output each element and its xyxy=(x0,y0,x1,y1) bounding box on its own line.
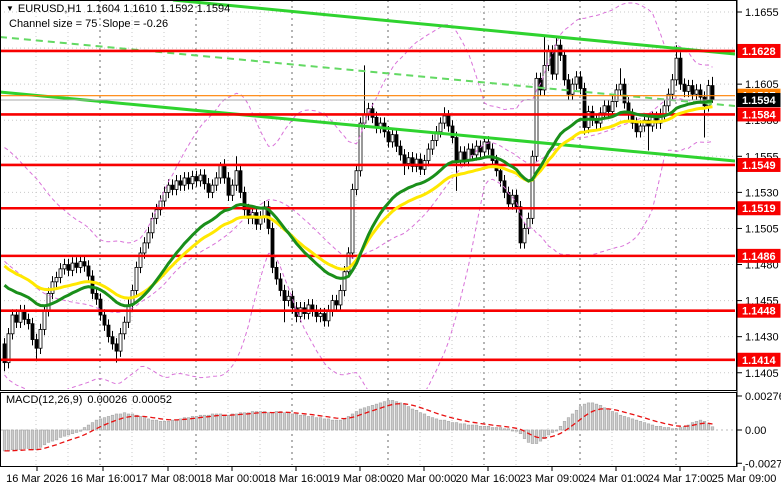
svg-text:1.1414: 1.1414 xyxy=(742,355,777,367)
macd-axis-label: -0.0027 xyxy=(745,458,781,470)
macd-signal-line xyxy=(4,403,713,452)
channel-middle-line[interactable] xyxy=(0,36,735,107)
svg-text:1.1594: 1.1594 xyxy=(742,95,777,107)
time-tick-label: 17 Mar 08:00 xyxy=(136,473,201,485)
symbol-timeframe-label: EURUSD,H1 xyxy=(17,3,82,15)
time-tick-label: 16 Mar 16:00 xyxy=(71,473,136,485)
price-tick-label: 1.1430 xyxy=(745,332,779,344)
svg-text:1.1486: 1.1486 xyxy=(742,251,776,263)
time-tick-label: 20 Mar 16:00 xyxy=(456,473,521,485)
bollinger-upper-band xyxy=(4,2,713,244)
macd-signal-value: 0.00052 xyxy=(132,394,172,406)
time-tick-label: 24 Mar 17:00 xyxy=(648,473,713,485)
price-chart-panel[interactable] xyxy=(0,0,736,412)
channel-lower-line[interactable] xyxy=(0,90,735,163)
macd-indicator-label: MACD(12,26,9) 0.00026 0.00052 xyxy=(6,394,172,406)
level-badge-1.1628 xyxy=(737,43,781,58)
ohlc-readout: 1.1604 1.1610 1.1592 1.1594 xyxy=(86,3,231,15)
level-badge-1.1549 xyxy=(737,157,781,172)
macd-axis-label: 0.00 xyxy=(745,425,766,437)
level-badge-1.1584 xyxy=(737,107,781,122)
svg-text:1.1549: 1.1549 xyxy=(742,160,776,172)
svg-text:1.1519: 1.1519 xyxy=(742,203,776,215)
price-tick-label: 1.1505 xyxy=(745,223,779,235)
macd-histogram xyxy=(2,400,715,452)
ma-green xyxy=(3,99,713,308)
time-tick-label: 20 Mar 00:00 xyxy=(392,473,457,485)
price-tick-label: 1.1405 xyxy=(745,368,779,380)
macd-axis-label: 0.00276 xyxy=(745,391,781,403)
time-tick-label: 18 Mar 16:00 xyxy=(264,473,329,485)
time-tick-label: 18 Mar 00:00 xyxy=(200,473,265,485)
svg-text:1.1584: 1.1584 xyxy=(742,109,777,121)
time-tick-label: 24 Mar 01:00 xyxy=(584,473,649,485)
macd-main-value: 0.00026 xyxy=(87,394,128,406)
level-badge-1.1486 xyxy=(737,248,781,263)
price-axis[interactable]: 1.16551.16051.15801.15551.15301.15051.14… xyxy=(736,0,781,470)
current-price-badge xyxy=(737,93,781,108)
symbol-dropdown-icon[interactable]: ▼ xyxy=(6,4,14,13)
time-tick-label: 25 Mar 09:00 xyxy=(712,473,777,485)
channel-upper-line[interactable] xyxy=(172,0,735,56)
level-badge-1.1414 xyxy=(737,352,781,367)
chart-title: ▼ EURUSD,H1 1.1604 1.1610 1.1592 1.1594 xyxy=(6,3,230,15)
macd-panel[interactable] xyxy=(1,392,735,466)
price-tick-label: 1.1530 xyxy=(745,187,779,199)
channel-size-label: Channel size = 75 xyxy=(9,18,98,30)
time-axis[interactable]: 16 Mar 2026 16 Mar 16:00 17 Mar 08:00 18 Ma… xyxy=(6,466,776,485)
channel-slope-label: Slope = -0.26 xyxy=(102,18,169,30)
time-tick-label: 23 Mar 09:00 xyxy=(520,473,585,485)
macd-name: MACD(12,26,9) xyxy=(6,394,83,406)
price-tick-label: 1.1655 xyxy=(745,7,779,19)
time-tick-label: 19 Mar 08:00 xyxy=(328,473,393,485)
bollinger-lower-band xyxy=(4,141,713,389)
time-tick-label: 16 Mar 2026 xyxy=(6,473,68,485)
level-badge-1.1519 xyxy=(737,201,781,216)
svg-text:1.1448: 1.1448 xyxy=(742,306,776,318)
price-tick-label: 1.1605 xyxy=(745,79,779,91)
level-badge-1.1448 xyxy=(737,303,781,318)
svg-text:1.1628: 1.1628 xyxy=(742,46,776,58)
channel-info: Channel size = 75 Slope = -0.26 xyxy=(9,18,168,30)
